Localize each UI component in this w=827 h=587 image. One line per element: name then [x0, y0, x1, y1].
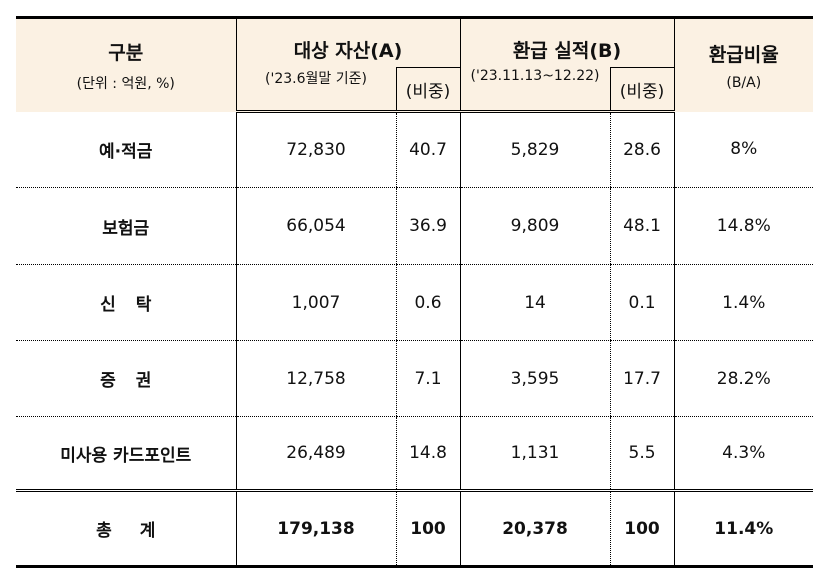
table-row: 보험금 66,054 36.9 9,809 48.1 14.8%	[16, 187, 814, 265]
total-row: 총 계 179,138 100 20,378 100 11.4%	[16, 489, 814, 568]
header-refund-rate: 환급비율 (B/A)	[673, 16, 814, 112]
table-row: 증 권 12,758 7.1 3,595 17.7 28.2%	[16, 340, 814, 417]
header-refund-results: 환급 실적(B)	[459, 16, 675, 68]
header-target-assets-sub: ('23.6월말 기준)	[235, 67, 396, 113]
table-row: 신 탁 1,007 0.6 14 0.1 1.4%	[16, 264, 814, 341]
table-row: 미사용 카드포인트 26,489 14.8 1,131 5.5 4.3%	[16, 416, 814, 491]
header-target-assets: 대상 자산(A)	[235, 16, 461, 68]
refund-table: 구분 (단위 : 억원, %) 대상 자산(A) 환급 실적(B) 환급비율 (…	[16, 16, 814, 568]
header-category: 구분 (단위 : 억원, %)	[16, 16, 236, 112]
header-target-assets-share: (비중)	[395, 67, 461, 113]
header-refund-results-sub: ('23.11.13~12.22)	[459, 67, 611, 113]
table-row: 예·적금 72,830 40.7 5,829 28.6 8%	[16, 111, 814, 188]
header-refund-results-share: (비중)	[609, 67, 675, 113]
